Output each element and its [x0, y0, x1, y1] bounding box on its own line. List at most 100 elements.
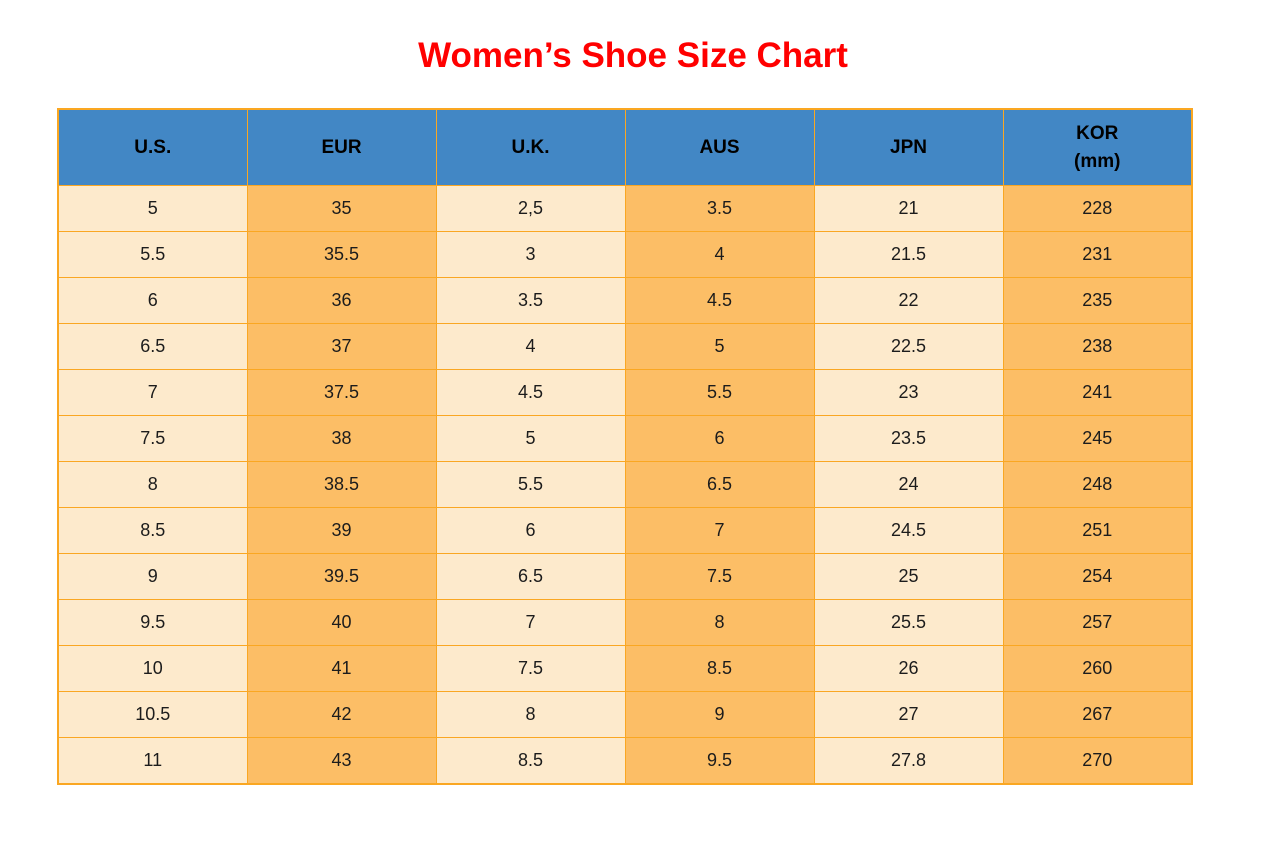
- table-cell: 7.5: [57, 415, 248, 462]
- table-cell: 5: [435, 415, 626, 462]
- table-cell: 235: [1002, 277, 1193, 324]
- table-cell: 39.5: [246, 553, 437, 600]
- table-cell: 5.5: [624, 369, 815, 416]
- table-cell: 241: [1002, 369, 1193, 416]
- table-row: 11 43 8.5 9.5 27.8 270: [57, 737, 1193, 785]
- table-cell: 43: [246, 737, 437, 785]
- table-cell: 2,5: [435, 185, 626, 232]
- table-cell: 6.5: [435, 553, 626, 600]
- table-cell: 41: [246, 645, 437, 692]
- table-cell: 6: [57, 277, 248, 324]
- table-cell: 10.5: [57, 691, 248, 738]
- table-cell: 228: [1002, 185, 1193, 232]
- table-row: 8.5 39 6 7 24.5 251: [57, 507, 1193, 554]
- table-cell: 27: [813, 691, 1004, 738]
- table-cell: 6: [435, 507, 626, 554]
- table-cell: 254: [1002, 553, 1193, 600]
- column-header-label: EUR: [321, 136, 362, 158]
- table-cell: 22: [813, 277, 1004, 324]
- table-cell: 7.5: [435, 645, 626, 692]
- column-header-label: JPN: [890, 136, 927, 158]
- table-cell: 21.5: [813, 231, 1004, 278]
- table-cell: 7.5: [624, 553, 815, 600]
- table-cell: 42: [246, 691, 437, 738]
- table-row: 6 36 3.5 4.5 22 235: [57, 277, 1193, 324]
- table-cell: 23.5: [813, 415, 1004, 462]
- table-cell: 5: [624, 323, 815, 370]
- table-cell: 24: [813, 461, 1004, 508]
- table-cell: 251: [1002, 507, 1193, 554]
- table-cell: 270: [1002, 737, 1193, 785]
- column-header-us: U.S.: [57, 108, 248, 186]
- column-header-label: KOR: [1076, 122, 1119, 144]
- column-header-uk: U.K.: [435, 108, 626, 186]
- table-row: 10.5 42 8 9 27 267: [57, 691, 1193, 738]
- table-cell: 40: [246, 599, 437, 646]
- table-row: 9.5 40 7 8 25.5 257: [57, 599, 1193, 646]
- table-cell: 8.5: [435, 737, 626, 785]
- table-cell: 11: [57, 737, 248, 785]
- table-cell: 4: [435, 323, 626, 370]
- table-cell: 7: [57, 369, 248, 416]
- table-row: 6.5 37 4 5 22.5 238: [57, 323, 1193, 370]
- shoe-size-table: U.S. EUR U.K. AUS JPN KOR (mm) 5 35 2,5 …: [57, 108, 1193, 785]
- table-cell: 5.5: [435, 461, 626, 508]
- table-cell: 257: [1002, 599, 1193, 646]
- table-row: 8 38.5 5.5 6.5 24 248: [57, 461, 1193, 508]
- table-cell: 38: [246, 415, 437, 462]
- table-row: 10 41 7.5 8.5 26 260: [57, 645, 1193, 692]
- table-cell: 8.5: [624, 645, 815, 692]
- table-cell: 24.5: [813, 507, 1004, 554]
- table-cell: 3.5: [624, 185, 815, 232]
- page-title: Women’s Shoe Size Chart: [418, 36, 848, 75]
- table-row: 7.5 38 5 6 23.5 245: [57, 415, 1193, 462]
- table-cell: 248: [1002, 461, 1193, 508]
- table-row: 7 37.5 4.5 5.5 23 241: [57, 369, 1193, 416]
- table-row: 9 39.5 6.5 7.5 25 254: [57, 553, 1193, 600]
- table-cell: 21: [813, 185, 1004, 232]
- table-cell: 8: [57, 461, 248, 508]
- column-header-label: AUS: [699, 136, 740, 158]
- table-cell: 39: [246, 507, 437, 554]
- table-row: 5 35 2,5 3.5 21 228: [57, 185, 1193, 232]
- table-cell: 238: [1002, 323, 1193, 370]
- table-cell: 36: [246, 277, 437, 324]
- table-cell: 5: [57, 185, 248, 232]
- table-cell: 9: [57, 553, 248, 600]
- table-cell: 5.5: [57, 231, 248, 278]
- table-cell: 25: [813, 553, 1004, 600]
- table-cell: 260: [1002, 645, 1193, 692]
- table-cell: 245: [1002, 415, 1193, 462]
- column-header-eur: EUR: [246, 108, 437, 186]
- table-cell: 25.5: [813, 599, 1004, 646]
- table-cell: 35.5: [246, 231, 437, 278]
- table-cell: 8: [435, 691, 626, 738]
- table-cell: 10: [57, 645, 248, 692]
- column-header-label: U.K.: [511, 136, 550, 158]
- table-cell: 23: [813, 369, 1004, 416]
- column-header-kor: KOR (mm): [1002, 108, 1193, 186]
- table-cell: 4.5: [624, 277, 815, 324]
- table-cell: 37.5: [246, 369, 437, 416]
- table-cell: 4: [624, 231, 815, 278]
- table-cell: 9.5: [624, 737, 815, 785]
- table-cell: 7: [435, 599, 626, 646]
- table-header-row: U.S. EUR U.K. AUS JPN KOR (mm): [57, 108, 1193, 186]
- table-cell: 37: [246, 323, 437, 370]
- table-cell: 9.5: [57, 599, 248, 646]
- column-header-jpn: JPN: [813, 108, 1004, 186]
- table-cell: 8.5: [57, 507, 248, 554]
- table-row: 5.5 35.5 3 4 21.5 231: [57, 231, 1193, 278]
- table-cell: 27.8: [813, 737, 1004, 785]
- column-header-label: U.S.: [134, 136, 172, 158]
- table-cell: 6.5: [624, 461, 815, 508]
- table-cell: 6.5: [57, 323, 248, 370]
- column-header-sublabel: (mm): [1074, 150, 1121, 172]
- column-header-aus: AUS: [624, 108, 815, 186]
- table-cell: 3: [435, 231, 626, 278]
- table-cell: 26: [813, 645, 1004, 692]
- table-cell: 7: [624, 507, 815, 554]
- table-cell: 38.5: [246, 461, 437, 508]
- table-cell: 22.5: [813, 323, 1004, 370]
